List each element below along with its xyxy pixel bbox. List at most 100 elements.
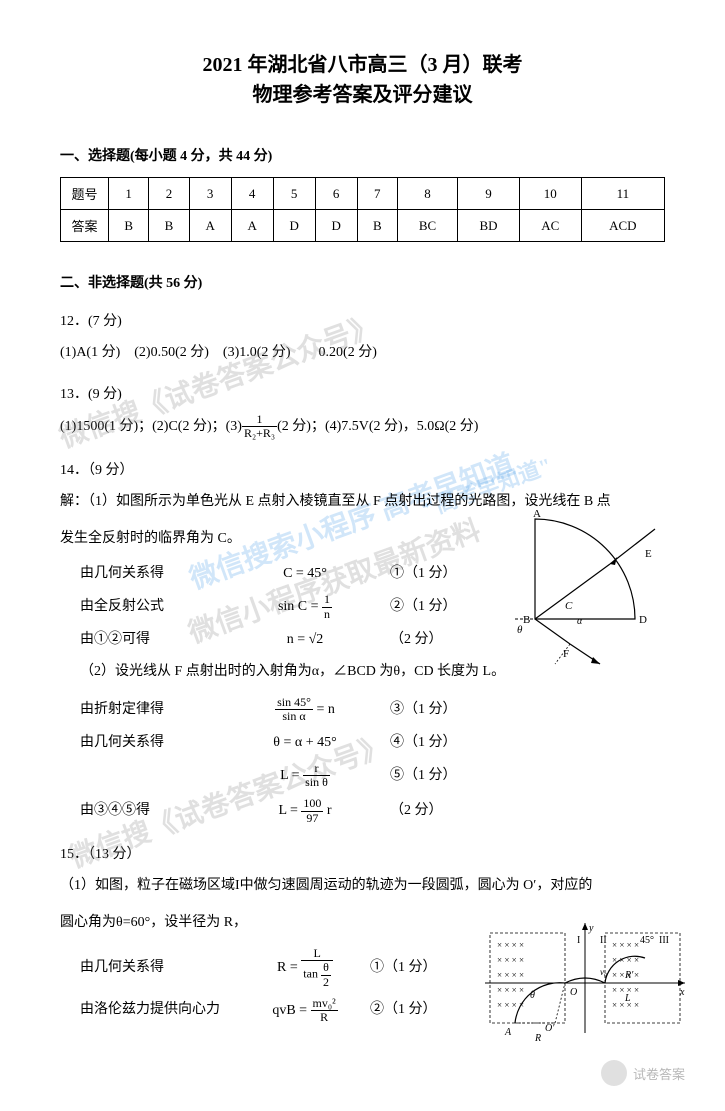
svg-text:O′: O′ <box>545 1023 555 1034</box>
step-mark: ②（1 分） <box>370 999 437 1021</box>
step-formula: θ = α + 45° <box>220 732 390 754</box>
row-label-question: 题号 <box>61 178 109 210</box>
svg-text:x: x <box>679 987 685 998</box>
step-label: 由①②可得 <box>80 629 220 651</box>
col-num: 9 <box>458 178 520 210</box>
svg-text:F: F <box>563 648 569 660</box>
step-formula: n = √2 <box>220 629 390 651</box>
section2-header: 二、非选择题(共 56 分) <box>60 272 665 292</box>
q13-prefix: (1)1500(1 分)；(2)C(2 分)；(3) <box>60 419 242 434</box>
svg-text:R: R <box>534 1033 541 1043</box>
svg-text:v₀: v₀ <box>600 967 607 977</box>
svg-text:I: I <box>577 935 580 946</box>
title-line-1: 2021 年湖北省八市高三（3 月）联考 <box>60 50 665 80</box>
step-label: 由几何关系得 <box>80 957 240 979</box>
svg-text:× × × ×: × × × × <box>497 970 524 980</box>
step-row: 由③④⑤得 L = 10097 r （2 分） <box>80 797 665 824</box>
step-formula: qvB = mv₀²R <box>240 997 370 1024</box>
q14-header: 14．（9 分） <box>60 459 665 479</box>
wechat-icon <box>601 1060 627 1086</box>
table-row: 题号 1 2 3 4 5 6 7 8 9 10 11 <box>61 178 665 210</box>
step-formula: L = rsin θ <box>220 762 390 789</box>
step-formula: R = Ltan θ2 <box>240 947 370 989</box>
svg-text:O: O <box>570 987 577 998</box>
step-row: 由折射定律得 sin 45°sin α = n ③（1 分） <box>80 696 665 723</box>
answer-cell: A <box>231 210 273 242</box>
bottom-wm-text: 试卷答案 <box>633 1064 685 1083</box>
section1-header: 一、选择题(每小题 4 分，共 44 分) <box>60 145 665 165</box>
col-num: 1 <box>109 178 149 210</box>
answer-cell: BD <box>458 210 520 242</box>
svg-text:II: II <box>600 935 607 946</box>
answer-cell: B <box>109 210 149 242</box>
step-label: 由全反射公式 <box>80 596 220 618</box>
step-formula: L = 10097 r <box>220 797 390 824</box>
row-label-answer: 答案 <box>61 210 109 242</box>
col-num: 4 <box>231 178 273 210</box>
svg-text:C: C <box>565 600 573 612</box>
svg-text:× × × ×: × × × × <box>612 940 639 950</box>
bottom-watermark: 试卷答案 <box>601 1060 685 1086</box>
answer-cell: B <box>357 210 397 242</box>
step-formula: sin 45°sin α = n <box>220 696 390 723</box>
answer-cell: A <box>189 210 231 242</box>
svg-text:α: α <box>577 616 583 627</box>
q13-fraction: 1R₂+R₃ <box>242 413 277 440</box>
q15-diagram: × × × ×× × × × × × × ×× × × × × × × × × … <box>485 923 685 1043</box>
svg-text:III: III <box>659 935 669 946</box>
col-num: 11 <box>581 178 664 210</box>
q14-diagram: A B D E C F θ α <box>515 509 675 669</box>
title-block: 2021 年湖北省八市高三（3 月）联考 物理参考答案及评分建议 <box>60 50 665 110</box>
step-row: 由几何关系得 θ = α + 45° ④（1 分） <box>80 732 665 754</box>
svg-text:A: A <box>504 1027 512 1038</box>
step-mark: ④（1 分） <box>390 732 457 754</box>
q12-line: (1)A(1 分) (2)0.50(2 分) (3)1.0(2 分) 0.20(… <box>60 340 665 365</box>
svg-text:D: D <box>639 614 647 626</box>
svg-text:θ: θ <box>530 990 535 1001</box>
col-num: 3 <box>189 178 231 210</box>
col-num: 6 <box>315 178 357 210</box>
svg-text:L: L <box>624 993 631 1004</box>
step-mark: ②（1 分） <box>390 596 457 618</box>
answer-table: 题号 1 2 3 4 5 6 7 8 9 10 11 答案 B B A A D … <box>60 177 665 242</box>
svg-text:y: y <box>588 923 594 934</box>
svg-text:× × × ×: × × × × <box>497 955 524 965</box>
q13-line: (1)1500(1 分)；(2)C(2 分)；(3)1R₂+R₃(2 分)；(4… <box>60 413 665 440</box>
q12-header: 12．(7 分) <box>60 310 665 330</box>
col-num: 7 <box>357 178 397 210</box>
svg-text:θ: θ <box>517 624 523 636</box>
step-mark: ③（1 分） <box>390 699 457 721</box>
svg-text:A: A <box>533 509 541 520</box>
col-num: 2 <box>149 178 189 210</box>
col-num: 5 <box>273 178 315 210</box>
q13-header: 13．(9 分) <box>60 383 665 403</box>
answer-cell: AC <box>519 210 581 242</box>
step-label: 由洛伦兹力提供向心力 <box>80 999 240 1021</box>
step-mark: ①（1 分） <box>370 957 437 979</box>
q14-steps-part2: 由折射定律得 sin 45°sin α = n ③（1 分） 由几何关系得 θ … <box>80 696 665 825</box>
answer-cell: BC <box>397 210 457 242</box>
svg-text:B: B <box>523 614 530 626</box>
answer-cell: ACD <box>581 210 664 242</box>
step-mark: （2 分） <box>390 800 443 822</box>
step-label: 由折射定律得 <box>80 699 220 721</box>
svg-text:45°: 45° <box>640 935 654 946</box>
title-line-2: 物理参考答案及评分建议 <box>60 80 665 110</box>
q15-body: （1）如图，粒子在磁场区域I中做匀速圆周运动的轨迹为一段圆弧，圆心为 O′，对应… <box>60 873 665 1024</box>
answer-cell: D <box>273 210 315 242</box>
answer-cell: B <box>149 210 189 242</box>
col-num: 10 <box>519 178 581 210</box>
step-mark: （2 分） <box>390 629 443 651</box>
table-row: 答案 B B A A D D B BC BD AC ACD <box>61 210 665 242</box>
svg-text:E: E <box>645 548 652 560</box>
svg-text:× × × ×: × × × × <box>497 940 524 950</box>
step-formula: C = 45° <box>220 563 390 585</box>
q15-header: 15．（13 分） <box>60 843 665 863</box>
q15-intro1: （1）如图，粒子在磁场区域I中做匀速圆周运动的轨迹为一段圆弧，圆心为 O′，对应… <box>60 873 665 898</box>
step-mark: ⑤（1 分） <box>390 765 457 787</box>
svg-text:× × × ×: × × × × <box>497 985 524 995</box>
step-row: L = rsin θ ⑤（1 分） <box>80 762 665 789</box>
answer-cell: D <box>315 210 357 242</box>
q13-suffix: (2 分)；(4)7.5V(2 分)，5.0Ω(2 分) <box>277 419 478 434</box>
step-label: 由几何关系得 <box>80 732 220 754</box>
